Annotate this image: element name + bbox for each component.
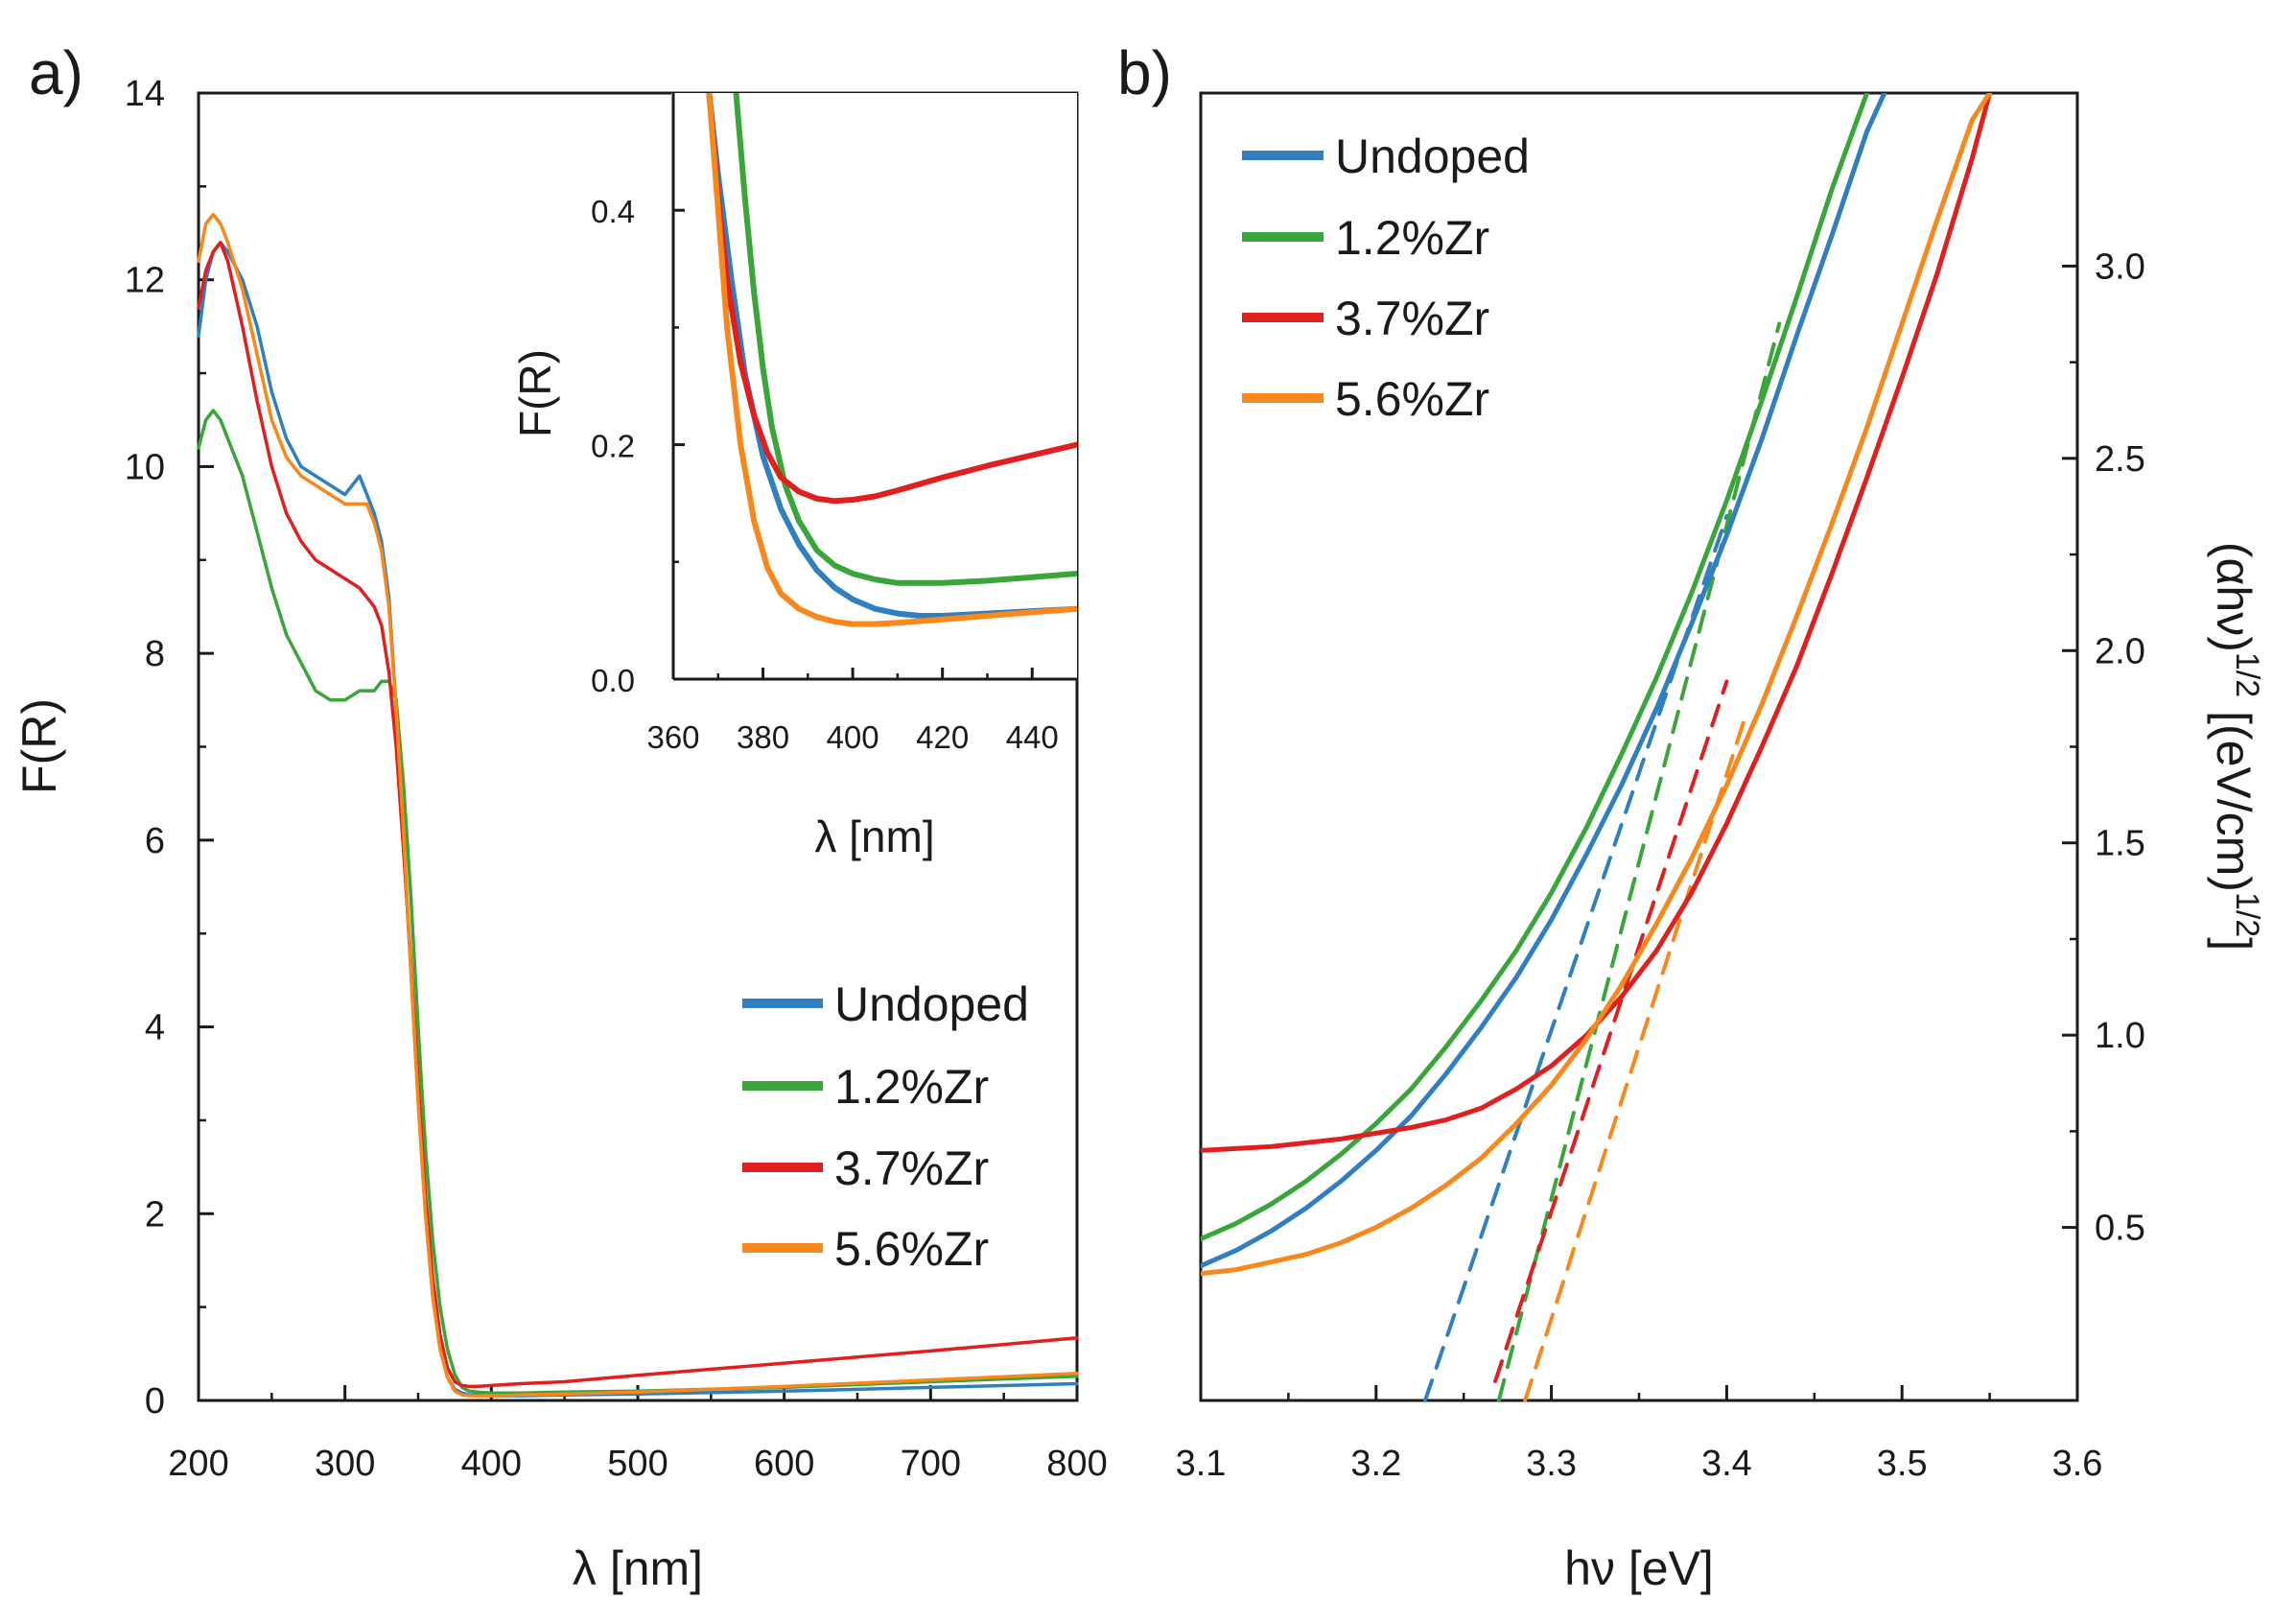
x-tick-label: 500 [607, 1444, 668, 1484]
inset-series-clip [706, 93, 1077, 627]
y-tick-label: 0.2 [591, 429, 635, 464]
x-tick-label: 300 [315, 1444, 375, 1484]
legend-b-label-zr56: 5.6%Zr [1335, 372, 1489, 426]
y-tick-label: 10 [125, 447, 165, 487]
y-tick-label: 0.5 [2095, 1209, 2145, 1249]
panel-b-label: b) [1117, 38, 1172, 107]
panel-a-x-axis-title: λ [nm] [573, 1541, 703, 1595]
panel-a-series [197, 212, 1079, 1398]
legend-b-label-zr37: 3.7%Zr [1335, 292, 1489, 345]
x-tick-label: 400 [827, 719, 879, 755]
x-tick-label: 3.5 [1877, 1444, 1928, 1484]
inset-y-axis-title: F(R) [510, 349, 560, 437]
ylabel-b-exp1: 1/2 [2229, 652, 2265, 697]
panel-a-legend: Undoped 1.2%Zr 3.7%Zr 5.6%Zr [742, 977, 1029, 1276]
fit-line-zr56 [1523, 717, 1746, 1402]
y-tick-label: 0.4 [591, 194, 635, 229]
legend-a-label-undoped: Undoped [834, 977, 1029, 1031]
x-tick-label: 3.2 [1350, 1444, 1401, 1484]
x-tick-label: 700 [901, 1444, 961, 1484]
inset-y-ticks: 0.0 0.2 0.4 [591, 194, 685, 698]
series-line-zr56 [197, 212, 1079, 1398]
y-tick-label: 1.5 [2095, 824, 2145, 864]
x-tick-label: 3.4 [1701, 1444, 1752, 1484]
panel-b-series [1201, 93, 1993, 1277]
y-tick-label: 4 [145, 1008, 165, 1048]
y-tick-label: 14 [125, 74, 165, 114]
legend-a-label-zr12: 1.2%Zr [834, 1060, 989, 1114]
y-tick-label: 0.0 [591, 663, 635, 698]
inset-x-axis-title: λ [nm] [814, 812, 934, 861]
x-tick-label: 440 [1006, 719, 1059, 755]
fit-line-zr37 [1493, 679, 1729, 1383]
legend-a-label-zr56: 5.6%Zr [834, 1222, 989, 1276]
y-tick-label: 2.5 [2095, 439, 2145, 480]
panel-b-y-ticks: 0.5 1.0 1.5 2.0 2.5 3.0 [2062, 247, 2145, 1249]
panel-b-fit-lines [1423, 321, 1782, 1402]
fit-line-zr12 [1496, 321, 1782, 1402]
ylabel-b-exp2: 1/2 [2229, 892, 2265, 937]
y-tick-label: 0 [145, 1381, 165, 1422]
x-tick-label: 600 [754, 1444, 814, 1484]
x-tick-label: 420 [916, 719, 969, 755]
legend-b-label-zr12: 1.2%Zr [1335, 211, 1489, 265]
panel-b-x-axis-title: hν [eV] [1564, 1541, 1714, 1595]
panel-a-inset: 360 380 400 420 440 0.0 0.2 0.4 λ [nm] F(R) [510, 93, 1077, 861]
x-tick-label: 360 [646, 719, 699, 755]
inset-x-ticks: 360 380 400 420 440 [646, 668, 1059, 755]
panel-a-x-ticks: 200 300 400 500 600 700 800 [168, 1385, 1108, 1484]
series-line-zr12 [197, 409, 1079, 1395]
y-tick-label: 2 [145, 1194, 165, 1235]
y-tick-label: 1.0 [2095, 1016, 2145, 1056]
panel-b-y-axis-title: (αhν)1/2 [(eV/cm)1/2] [2207, 542, 2265, 951]
x-tick-label: 3.6 [2052, 1444, 2103, 1484]
x-tick-label: 3.3 [1526, 1444, 1577, 1484]
panel-a-y-ticks: 0 2 4 6 8 10 12 14 [125, 74, 214, 1422]
series-line-zr56 [1201, 93, 1993, 1277]
ylabel-b-unit: [(eV/cm) [2207, 697, 2261, 892]
panel-b-legend: Undoped 1.2%Zr 3.7%Zr 5.6%Zr [1242, 129, 1530, 426]
panel-b-series-clip [1201, 93, 1993, 1277]
series-line-undoped [706, 93, 1077, 619]
series-line-zr12 [733, 93, 1077, 586]
inset-series [706, 93, 1077, 627]
panel-b: b) 3.1 3.2 3.3 3.4 3.5 3.6 0.5 1.0 1.5 2.0 2.5 3.0… [1117, 38, 2265, 1595]
x-tick-label: 200 [168, 1444, 228, 1484]
series-line-zr37 [706, 93, 1077, 505]
panel-b-x-ticks: 3.1 3.2 3.3 3.4 3.5 3.6 [1176, 1385, 2103, 1484]
ylabel-b-base: (αhν) [2207, 542, 2261, 652]
series-line-zr37 [1201, 93, 1993, 1153]
series-line-zr12 [1201, 93, 1870, 1242]
panel-a: a) 200 300 400 500 600 700 800 0 2 4 6 8 10 12 14 λ [… [12, 38, 1108, 1595]
inset-background [671, 93, 1077, 680]
panel-a-label: a) [29, 38, 83, 107]
panel-a-y-axis-title: F(R) [12, 698, 66, 794]
y-tick-label: 12 [125, 261, 165, 301]
legend-b-label-undoped: Undoped [1335, 129, 1530, 183]
ylabel-b-close: ] [2207, 937, 2261, 951]
x-tick-label: 800 [1046, 1444, 1107, 1484]
y-tick-label: 2.0 [2095, 631, 2145, 671]
x-tick-label: 3.1 [1176, 1444, 1227, 1484]
y-tick-label: 3.0 [2095, 247, 2145, 287]
series-line-undoped [1201, 93, 1887, 1269]
x-tick-label: 400 [461, 1444, 522, 1484]
series-line-zr56 [706, 93, 1077, 627]
y-tick-label: 8 [145, 634, 165, 674]
x-tick-label: 380 [737, 719, 789, 755]
legend-a-label-zr37: 3.7%Zr [834, 1141, 989, 1195]
series-line-zr37 [197, 241, 1079, 1389]
y-tick-label: 6 [145, 821, 165, 861]
